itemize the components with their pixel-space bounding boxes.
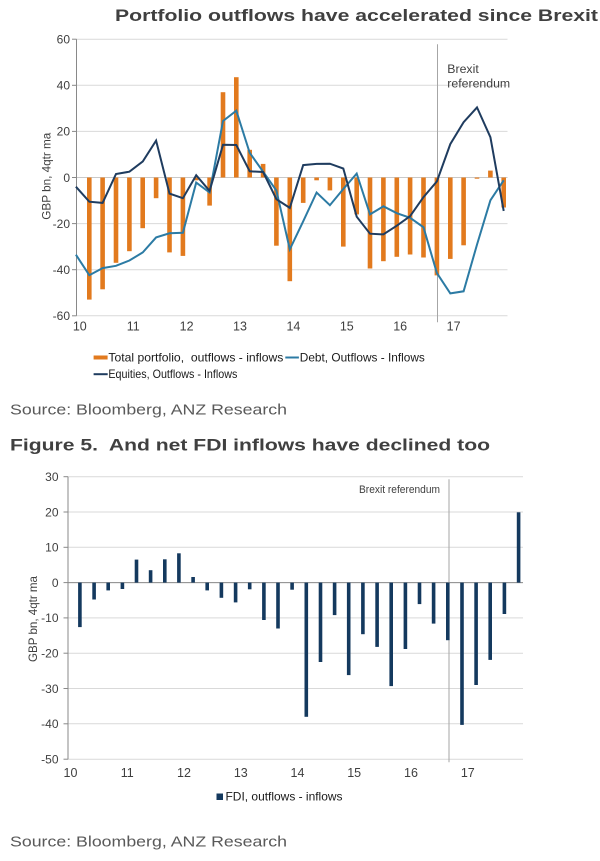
svg-text:referendum: referendum	[447, 77, 510, 91]
svg-text:Equities, Outflows - Inflows: Equities, Outflows - Inflows	[108, 367, 237, 381]
svg-text:16: 16	[393, 320, 407, 334]
svg-text:20: 20	[57, 125, 71, 139]
svg-text:15: 15	[340, 320, 354, 334]
svg-text:-60: -60	[53, 309, 71, 323]
svg-text:Portfolio outflows have accele: Portfolio outflows have accelerated sinc…	[115, 7, 599, 25]
svg-text:12: 12	[180, 320, 194, 334]
svg-text:10: 10	[45, 541, 59, 555]
svg-text:11: 11	[127, 320, 140, 334]
svg-text:12: 12	[177, 766, 191, 780]
svg-text:0: 0	[52, 576, 59, 590]
svg-text:Brexit: Brexit	[447, 62, 479, 76]
svg-text:GBP bn, 4qtr ma: GBP bn, 4qtr ma	[40, 132, 54, 219]
svg-text:10: 10	[64, 766, 78, 780]
svg-text:-10: -10	[41, 611, 59, 625]
svg-text:Source: Bloomberg, ANZ Researc: Source: Bloomberg, ANZ Research	[10, 835, 287, 851]
svg-text:17: 17	[461, 766, 475, 780]
svg-text:-20: -20	[41, 647, 59, 661]
svg-text:17: 17	[447, 320, 461, 334]
svg-text:Debt, Outflows - Inflows: Debt, Outflows - Inflows	[300, 351, 425, 365]
svg-text:15: 15	[347, 766, 361, 780]
svg-text:-20: -20	[53, 217, 71, 231]
svg-text:Figure 5. And net FDI inflows: Figure 5. And net FDI inflows have decli…	[10, 437, 490, 455]
svg-text:FDI, outflows - inflows: FDI, outflows - inflows	[226, 790, 343, 804]
svg-text:0: 0	[63, 171, 70, 185]
svg-text:Source: Bloomberg, ANZ Researc: Source: Bloomberg, ANZ Research	[10, 403, 287, 419]
svg-text:Brexit referendum: Brexit referendum	[359, 484, 440, 496]
svg-text:Total portfolio, outflows - i: Total portfolio, outflows - inflows	[108, 351, 283, 365]
svg-text:14: 14	[291, 766, 305, 780]
svg-text:10: 10	[73, 320, 87, 334]
svg-text:-40: -40	[41, 717, 59, 731]
svg-text:16: 16	[404, 766, 418, 780]
svg-text:14: 14	[286, 320, 300, 334]
svg-text:30: 30	[45, 470, 59, 484]
svg-text:13: 13	[233, 320, 247, 334]
svg-text:20: 20	[45, 505, 59, 519]
svg-text:GBP bn, 4qtr ma: GBP bn, 4qtr ma	[26, 576, 40, 662]
svg-text:11: 11	[121, 766, 134, 780]
svg-text:60: 60	[57, 33, 71, 47]
svg-text:-50: -50	[41, 753, 59, 767]
svg-text:-40: -40	[53, 263, 71, 277]
svg-text:40: 40	[57, 79, 71, 93]
svg-text:-30: -30	[41, 682, 59, 696]
svg-text:13: 13	[234, 766, 248, 780]
